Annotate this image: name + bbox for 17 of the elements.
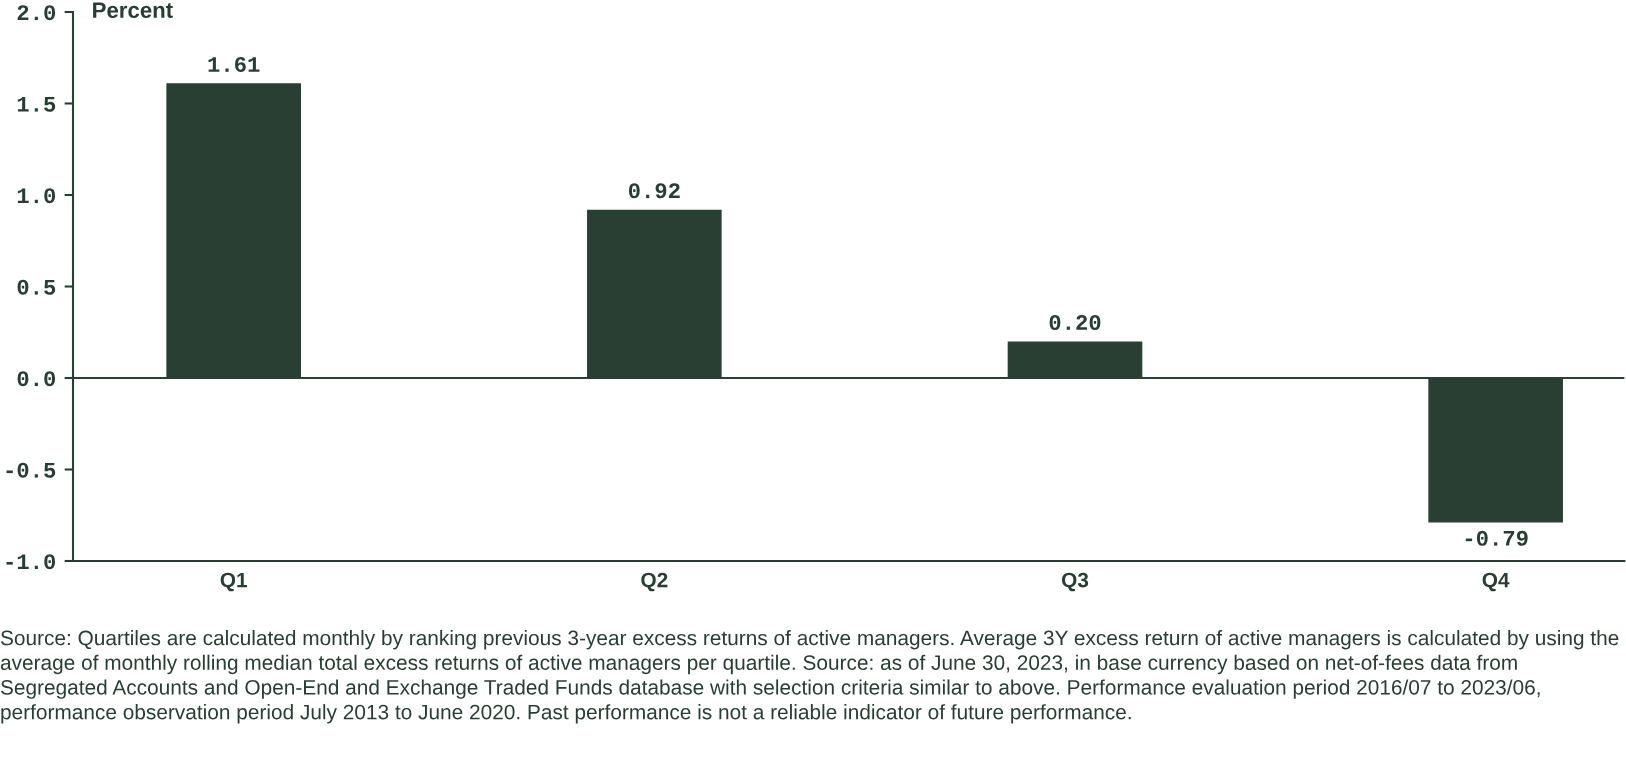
y-tick-label: 1.0	[17, 188, 56, 204]
y-tick-label: -1.0	[6, 554, 56, 570]
y-axis-title: Percent	[93, 2, 173, 18]
y-tick-label: 1.5	[17, 96, 56, 112]
y-tick-label: 2.0	[17, 5, 56, 21]
data-label: 0.92	[628, 183, 680, 199]
x-tick-label: Q3	[1061, 572, 1089, 592]
source-note: Source: Quartiles are calculated monthly by ranking previous 3-year excess returns of active managers. Average 3Y excess return of active managers is calculated by using the average of monthly rolling median total excess returns of active managers per quartile. Source: as of June 30, 2023, in base currency based on net-of-fees data from Segregated Accounts and Open-End and Exchange Traded Funds database with selection criteria similar to above. Performance evaluation period 2016/07 to 2023/06, performance observation period July 2013 to June 2020. Past performance is not a reliable indicator of future performance.	[0, 630, 1619, 724]
y-tick-label: -0.5	[6, 462, 56, 478]
data-label: -0.79	[1465, 530, 1528, 546]
y-tick-label: 0.0	[17, 371, 56, 387]
x-tick-label: Q2	[641, 572, 668, 592]
data-label: 1.61	[208, 56, 260, 73]
x-tick-label: Q1	[220, 572, 248, 592]
y-tick-label: 0.5	[17, 279, 56, 295]
data-label: 0.20	[1049, 314, 1101, 331]
x-tick-label: Q4	[1482, 572, 1510, 592]
